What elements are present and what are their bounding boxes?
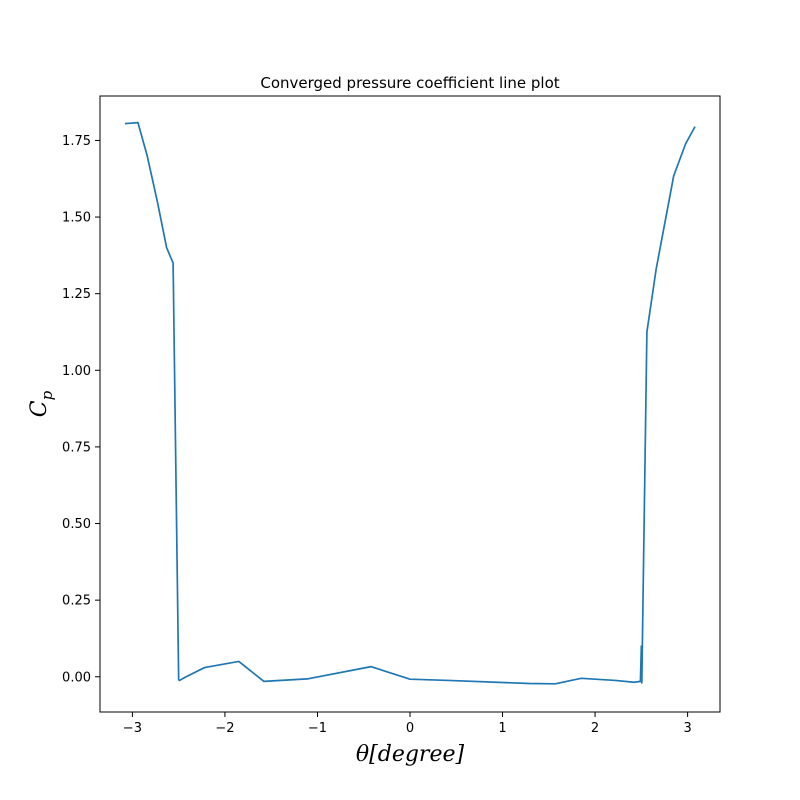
y-tick-label: 1.00 xyxy=(62,364,91,379)
x-tick-label: −2 xyxy=(215,721,234,736)
y-axis-label: Cp xyxy=(27,390,56,417)
x-tick-label: 2 xyxy=(591,721,599,736)
y-tick-label: 1.75 xyxy=(62,134,91,149)
x-tick-label: 1 xyxy=(498,721,506,736)
x-tick-label: 0 xyxy=(406,721,414,736)
y-axis-ticks: 0.00 0.25 0.50 0.75 1.00 1.25 1.50 1.75 xyxy=(62,134,100,685)
svg-text:Cp: Cp xyxy=(27,390,56,417)
x-tick-label: −1 xyxy=(308,721,327,736)
y-tick-label: 1.50 xyxy=(62,211,91,226)
x-tick-label: −3 xyxy=(123,721,142,736)
plot-frame xyxy=(99,95,721,713)
x-tick-label: 3 xyxy=(683,721,691,736)
y-tick-label: 0.00 xyxy=(62,670,91,685)
y-axis-label-main: C xyxy=(27,400,52,417)
y-tick-label: 0.75 xyxy=(62,440,91,455)
y-axis-label-sub: p xyxy=(38,390,56,400)
chart-title: Converged pressure coefficient line plot xyxy=(260,74,559,92)
series-line xyxy=(124,121,696,685)
y-tick-label: 1.25 xyxy=(62,287,91,302)
y-tick-label: 0.50 xyxy=(62,517,91,532)
x-axis-label: θ[degree] xyxy=(356,742,465,767)
x-axis-ticks: −3 −2 −1 0 1 2 3 xyxy=(123,712,692,736)
y-tick-label: 0.25 xyxy=(62,594,91,609)
